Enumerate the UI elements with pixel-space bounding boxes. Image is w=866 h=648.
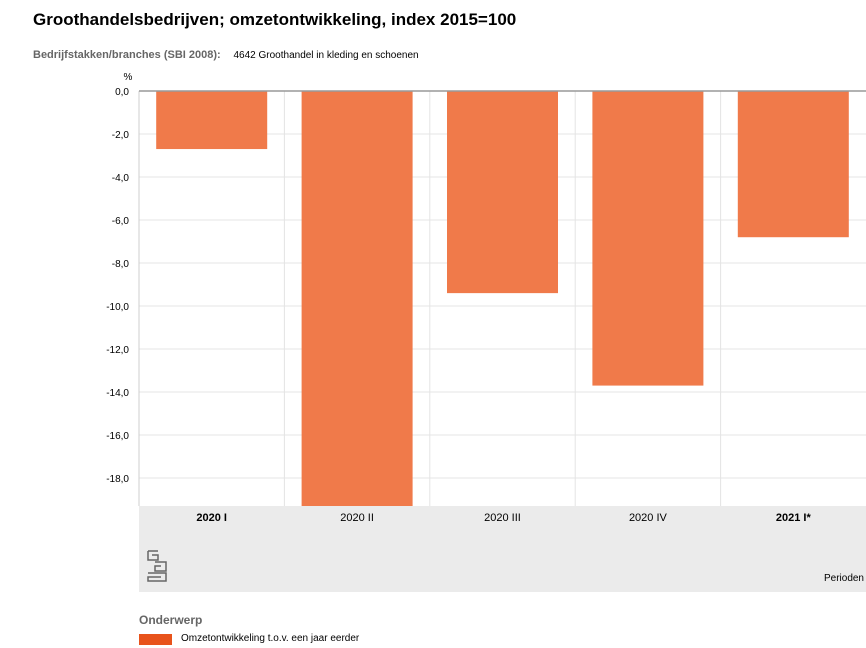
y-tick-label: -2,0 (112, 130, 130, 141)
legend-label: Omzetontwikkeling t.o.v. een jaar eerder (181, 633, 360, 644)
cbs-logo-icon (147, 550, 167, 582)
bar[interactable] (156, 91, 268, 150)
y-tick-label: -6,0 (112, 216, 130, 227)
y-tick-label: -12,0 (106, 345, 129, 356)
y-tick-label: -18,0 (106, 474, 129, 485)
y-tick-label: -10,0 (106, 302, 129, 313)
y-tick-label: 0,0 (115, 87, 129, 98)
y-tick-label: -16,0 (106, 431, 129, 442)
y-unit-label: % (124, 72, 133, 83)
x-tick-label: 2020 II (340, 512, 374, 524)
filter-value: 4642 Groothandel in kleding en schoenen (233, 50, 419, 61)
x-tick-labels: 2020 I 2020 II 2020 III 2020 IV 2021 I* (196, 512, 811, 524)
x-axis-band (139, 506, 866, 592)
bar[interactable] (737, 91, 849, 238)
filter-label: Bedrijfstakken/branches (SBI 2008): (33, 49, 221, 61)
bar[interactable] (447, 91, 558, 294)
legend-swatch (139, 634, 172, 645)
x-axis-title: Perioden (824, 573, 864, 584)
x-tick-label: 2020 I (196, 512, 227, 524)
bar[interactable] (592, 91, 704, 386)
x-tick-label: 2020 III (484, 512, 521, 524)
y-tick-label: -4,0 (112, 173, 130, 184)
y-tick-labels: 0,0 -2,0 -4,0 -6,0 -8,0 -10,0 -12,0 -14,0 -16,0 -… (106, 87, 129, 485)
legend-title: Onderwerp (139, 613, 203, 627)
y-tick-label: -14,0 (106, 388, 129, 399)
chart-title: Groothandelsbedrijven; omzetontwikkeling… (33, 10, 517, 29)
y-tick-label: -8,0 (112, 259, 130, 270)
x-tick-label: 2021 I* (776, 512, 812, 524)
bars (156, 91, 849, 506)
bar-chart: % 0,0 -2,0 -4,0 -6,0 -8,0 -10,0 -12,0 -14,0 -16,… (106, 72, 866, 592)
x-tick-label: 2020 IV (629, 512, 668, 524)
bar[interactable] (301, 91, 413, 506)
filter-row: Bedrijfstakken/branches (SBI 2008): 4642… (33, 49, 419, 61)
